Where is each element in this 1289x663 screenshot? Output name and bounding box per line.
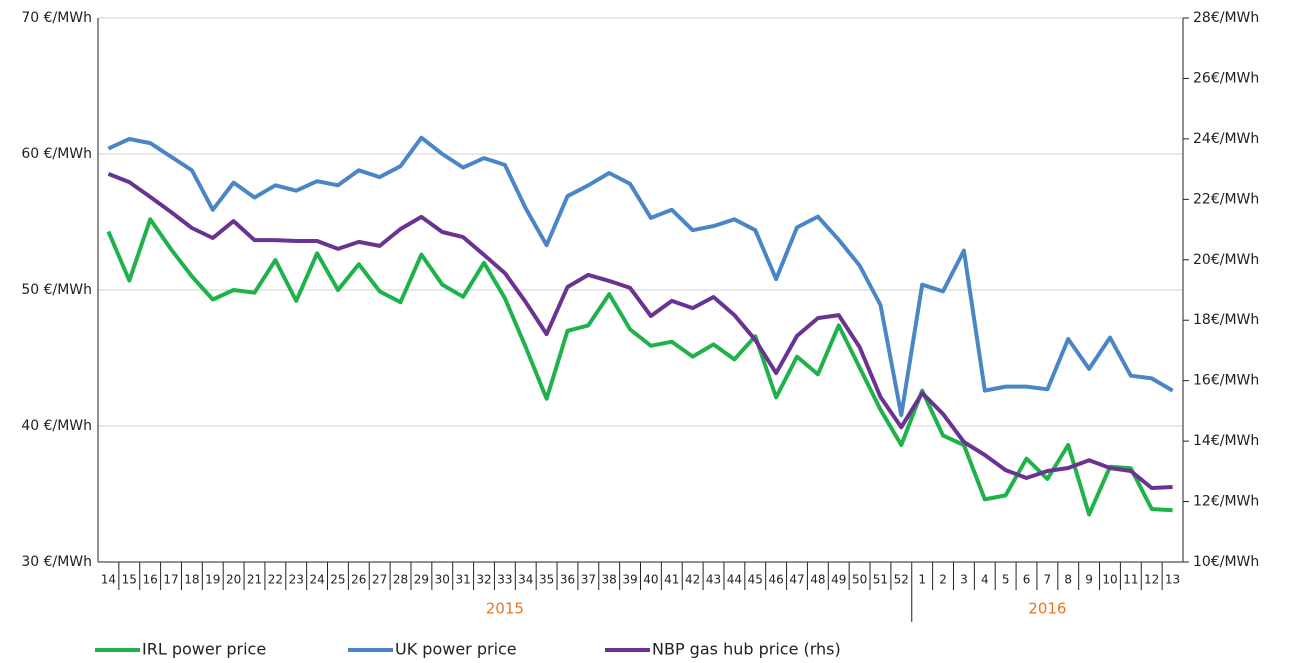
y2-tick-label: 24€/MWh xyxy=(1193,131,1259,147)
y2-tick-label: 20€/MWh xyxy=(1193,252,1259,268)
x-tick-label: 29 xyxy=(414,573,429,587)
x-tick-label: 4 xyxy=(981,573,989,587)
x-tick-label: 26 xyxy=(351,573,366,587)
x-tick-label: 32 xyxy=(476,573,491,587)
x-tick-label: 5 xyxy=(1002,573,1010,587)
y2-tick-label: 16€/MWh xyxy=(1193,373,1259,389)
x-tick-label: 8 xyxy=(1064,573,1072,587)
x-tick-label: 28 xyxy=(393,573,408,587)
x-tick-label: 35 xyxy=(539,573,554,587)
x-tick-label: 22 xyxy=(268,573,283,587)
x-tick-label: 15 xyxy=(122,573,137,587)
x-tick-label: 33 xyxy=(497,573,512,587)
x-tick-label: 18 xyxy=(184,573,199,587)
y-tick-label: 30 €/MWh xyxy=(21,554,92,570)
x-tick-label: 44 xyxy=(727,573,742,587)
series-line xyxy=(106,217,1173,517)
y-tick-label: 60 €/MWh xyxy=(21,146,92,162)
x-tick-label: 9 xyxy=(1085,573,1093,587)
x-tick-label: 51 xyxy=(873,573,888,587)
x-tick-label: 2 xyxy=(939,573,947,587)
group-label: 2015 xyxy=(486,600,524,618)
legend-label: NBP gas hub price (rhs) xyxy=(652,640,841,659)
x-tick-label: 38 xyxy=(602,573,617,587)
x-tick-label: 17 xyxy=(163,573,178,587)
x-tick-label: 45 xyxy=(748,573,763,587)
x-tick-label: 41 xyxy=(664,573,679,587)
x-tick-label: 31 xyxy=(456,573,471,587)
legend-label: UK power price xyxy=(395,640,517,659)
series-line xyxy=(107,172,1173,490)
x-tick-label: 20 xyxy=(226,573,241,587)
x-tick-label: 19 xyxy=(205,573,220,587)
y2-tick-label: 22€/MWh xyxy=(1193,191,1259,207)
x-tick-label: 40 xyxy=(643,573,658,587)
x-tick-label: 48 xyxy=(810,573,825,587)
x-tick-label: 34 xyxy=(518,573,533,587)
x-tick-label: 49 xyxy=(831,573,846,587)
x-tick-label: 47 xyxy=(789,573,804,587)
x-tick-label: 7 xyxy=(1044,573,1052,587)
x-tick-label: 13 xyxy=(1165,573,1180,587)
y2-tick-label: 14€/MWh xyxy=(1193,433,1259,449)
x-tick-label: 25 xyxy=(330,573,345,587)
x-tick-label: 30 xyxy=(435,573,450,587)
x-tick-label: 52 xyxy=(894,573,909,587)
y2-tick-label: 18€/MWh xyxy=(1193,312,1259,328)
group-label: 2016 xyxy=(1028,600,1066,618)
y2-tick-label: 26€/MWh xyxy=(1193,70,1259,86)
x-tick-label: 43 xyxy=(706,573,721,587)
x-tick-label: 39 xyxy=(622,573,637,587)
x-tick-label: 21 xyxy=(247,573,262,587)
legend-label: IRL power price xyxy=(142,640,266,659)
x-tick-label: 36 xyxy=(560,573,575,587)
series-line xyxy=(107,135,1174,418)
x-tick-label: 50 xyxy=(852,573,867,587)
x-tick-label: 12 xyxy=(1144,573,1159,587)
x-tick-label: 23 xyxy=(289,573,304,587)
y2-tick-label: 10€/MWh xyxy=(1193,554,1259,570)
x-tick-label: 14 xyxy=(101,573,116,587)
x-tick-label: 24 xyxy=(309,573,324,587)
y2-tick-label: 28€/MWh xyxy=(1193,10,1259,26)
y-tick-label: 70 €/MWh xyxy=(21,10,92,26)
x-tick-label: 16 xyxy=(143,573,158,587)
y-tick-label: 50 €/MWh xyxy=(21,282,92,298)
y2-tick-label: 12€/MWh xyxy=(1193,494,1259,510)
x-tick-label: 6 xyxy=(1023,573,1031,587)
x-tick-label: 27 xyxy=(372,573,387,587)
x-tick-label: 46 xyxy=(768,573,783,587)
x-tick-label: 1 xyxy=(918,573,926,587)
y-tick-label: 40 €/MWh xyxy=(21,418,92,434)
x-tick-label: 10 xyxy=(1102,573,1117,587)
x-tick-label: 42 xyxy=(685,573,700,587)
x-tick-label: 3 xyxy=(960,573,968,587)
x-tick-label: 11 xyxy=(1123,573,1138,587)
x-tick-label: 37 xyxy=(581,573,596,587)
